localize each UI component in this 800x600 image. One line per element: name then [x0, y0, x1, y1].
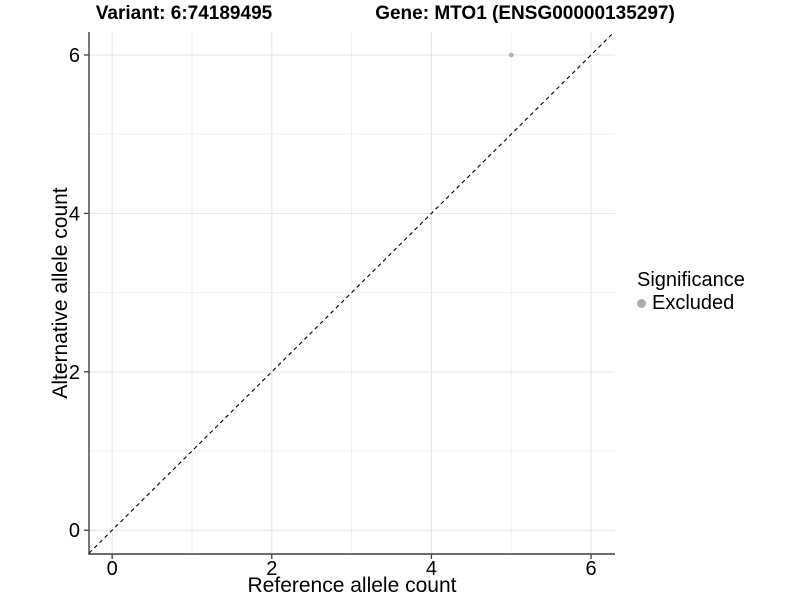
- x-tick-label: 6: [585, 558, 596, 580]
- x-tick-label: 4: [426, 558, 437, 580]
- plot-title-variant: Variant: 6:74189495: [95, 3, 273, 24]
- data-point: [508, 52, 514, 58]
- y-axis-label: Alternative allele count: [49, 187, 72, 399]
- y-tick-label: 0: [69, 520, 80, 542]
- legend-key-point-icon: [637, 299, 646, 308]
- y-tick-label: 6: [69, 45, 80, 67]
- y-tick-label: 2: [69, 362, 80, 384]
- legend-item-excluded: Excluded: [637, 292, 745, 315]
- x-axis-label: Reference allele count: [247, 574, 457, 597]
- x-tick-label: 2: [266, 558, 277, 580]
- x-tick-label: 0: [107, 558, 118, 580]
- legend-title: Significance: [637, 269, 745, 291]
- plot-title-gene: Gene: MTO1 (ENSG00000135297): [375, 3, 675, 24]
- legend: Significance Excluded: [637, 269, 745, 315]
- y-tick-label: 4: [69, 203, 80, 225]
- legend-item-label: Excluded: [652, 292, 735, 314]
- identity-dashed-line: [88, 31, 615, 554]
